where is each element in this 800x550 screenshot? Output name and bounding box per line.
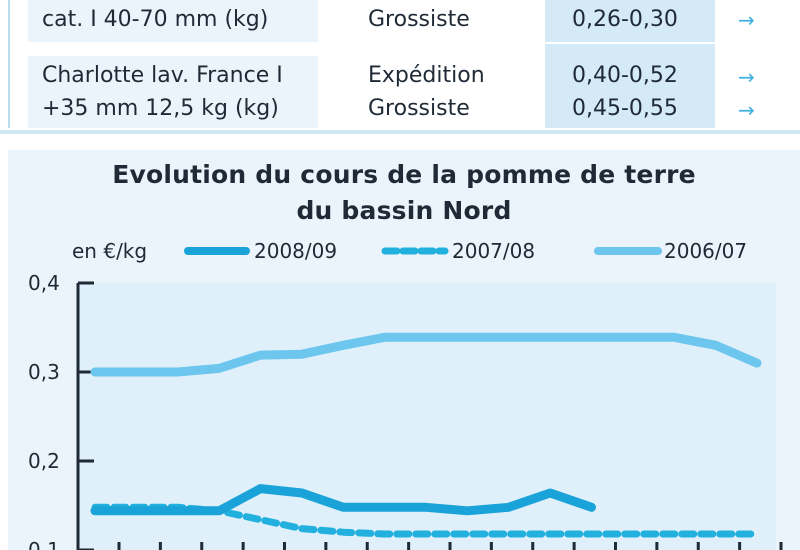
unit-label: en €/kg [72,239,147,263]
trend-stable-icon: → [738,8,755,32]
y-tick-label: 0,1 [28,538,60,550]
price-range: 0,40-0,52 [572,63,678,88]
y-tick-label: 0,4 [28,271,60,295]
product-cell-bg [28,56,318,128]
product-cell-bg [28,0,318,42]
stage-label: Expédition [368,63,485,88]
table-left-rule [8,0,10,128]
price-table: cat. I 40-70 mm (kg) Grossiste 0,26-0,30… [0,0,800,137]
product-label: cat. I 40-70 mm (kg) [42,7,269,32]
product-label: Charlotte lav. France I [42,63,283,88]
legend-label-2006-07: 2006/07 [664,239,747,263]
row-separator [28,42,788,44]
chart-title: Evolution du cours de la pomme de terre [112,160,696,189]
stage-label: Grossiste [368,96,470,121]
legend-label-2007-08: 2007/08 [452,239,535,263]
y-tick-label: 0,3 [28,360,60,384]
table-bottom-rule [0,130,800,134]
trend-stable-icon: → [738,65,755,89]
price-range: 0,26-0,30 [572,7,678,32]
price-range: 0,45-0,55 [572,96,678,121]
trend-stable-icon: → [738,98,755,122]
product-label: +35 mm 12,5 kg (kg) [42,96,279,121]
y-tick-label: 0,2 [28,449,60,473]
price-cell-bg [545,0,715,42]
chart-subtitle: du bassin Nord [296,196,512,225]
price-cell-bg [545,44,715,128]
stage-label: Grossiste [368,7,470,32]
legend-label-2008-09: 2008/09 [254,239,337,263]
